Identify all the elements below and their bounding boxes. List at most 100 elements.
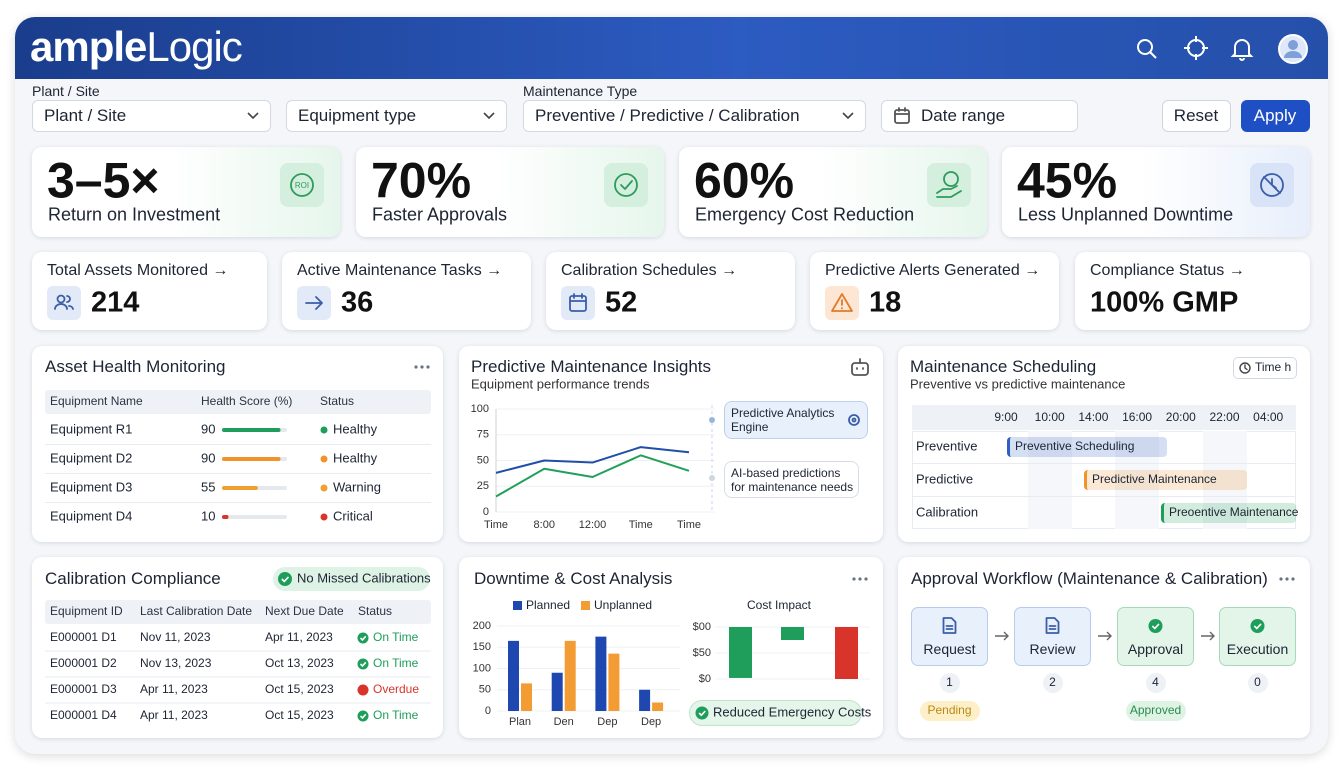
- equipment-name: Equipment R1: [50, 421, 133, 437]
- stat-icon-box: [825, 286, 859, 320]
- panel-subtitle: Equipment performance trends: [471, 376, 650, 392]
- table-cell: Oct 15, 2023: [265, 708, 334, 723]
- time-label: 9:00: [994, 410, 1018, 425]
- logo: ampleLogic: [30, 22, 243, 72]
- kpi-value: 60%: [694, 152, 795, 209]
- status-text: Healthy: [333, 421, 378, 437]
- apply-button[interactable]: [1241, 100, 1310, 132]
- table-header: [45, 600, 431, 624]
- kpi-value: 70%: [371, 152, 472, 209]
- stat-value: 18: [869, 286, 902, 319]
- panel: [459, 346, 883, 542]
- step-count: 0: [1254, 675, 1261, 690]
- table-cell: Nov 13, 2023: [140, 656, 212, 671]
- column-header: Equipment Name: [50, 394, 143, 409]
- panel-title: Downtime & Cost Analysis: [474, 569, 673, 589]
- reset-button[interactable]: [1162, 100, 1231, 132]
- table-cell: Oct 15, 2023: [265, 682, 334, 697]
- time-column: [1115, 431, 1160, 529]
- row-label: Predictive: [916, 471, 974, 487]
- step-count: 1: [946, 675, 953, 690]
- step-count: 2: [1049, 675, 1056, 690]
- step-label: Review: [1029, 640, 1076, 657]
- callout-text: AI-based predictions for maintenance nee…: [731, 466, 854, 494]
- workflow-step[interactable]: [911, 607, 988, 666]
- panel-title: Predictive Maintenance Insights: [471, 357, 712, 377]
- kpi-value: 3–5×: [47, 152, 160, 209]
- time-label: 16:00: [1122, 410, 1153, 425]
- stat-value: 36: [341, 286, 374, 319]
- stat-card[interactable]: [1075, 252, 1310, 330]
- stat-label: Active Maintenance Tasks →: [297, 261, 503, 279]
- dropdown-text: Plant / Site: [44, 106, 127, 126]
- row-divider: [912, 496, 1296, 497]
- kpi-label: Return on Investment: [48, 204, 221, 225]
- gantt-bar: [1084, 470, 1247, 490]
- table-cell: Apr 11, 2023: [140, 708, 208, 723]
- table-cell: Apr 11, 2023: [265, 630, 333, 645]
- compliance-badge: [273, 567, 430, 591]
- column-header: Next Due Date: [265, 604, 344, 619]
- table-cell: E000001 D2: [50, 656, 117, 671]
- dropdown[interactable]: [523, 100, 866, 132]
- health-score: 90: [201, 421, 216, 437]
- gantt-header: [912, 405, 1296, 430]
- count-circle: [939, 673, 960, 693]
- kpi-icon-box: [927, 163, 971, 207]
- logo-bold: ample: [30, 23, 147, 70]
- dropdown[interactable]: [286, 100, 507, 132]
- kpi-icon-box: [280, 163, 324, 207]
- workflow-step[interactable]: [1014, 607, 1091, 666]
- compliance-badge-text: No Missed Calibrations: [297, 570, 431, 586]
- column-header: Last Calibration Date: [140, 604, 253, 619]
- step-badge-text: Pending: [927, 703, 972, 718]
- column-header: Status: [358, 604, 393, 619]
- apply-label: Apply: [1253, 106, 1297, 126]
- dropdown[interactable]: [32, 100, 271, 132]
- stat-icon-box: [47, 286, 81, 320]
- column-header: Health Score (%): [201, 394, 293, 409]
- table-cell: Nov 11, 2023: [140, 630, 211, 645]
- callout-text: Predictive Analytics Engine: [731, 406, 835, 434]
- status-text: Overdue: [373, 682, 420, 697]
- time-label: 14:00: [1078, 410, 1109, 425]
- workflow-step[interactable]: [1117, 607, 1194, 666]
- time-label: 20:00: [1165, 410, 1196, 425]
- gantt-bar: [1161, 503, 1296, 523]
- status-text: On Time: [373, 656, 419, 671]
- equipment-name: Equipment D4: [50, 508, 133, 524]
- step-badge: [1125, 701, 1186, 721]
- stat-value: 214: [91, 286, 140, 319]
- dropdown[interactable]: [881, 100, 1078, 132]
- time-label: 22:00: [1209, 410, 1240, 425]
- status-text: On Time: [373, 630, 419, 645]
- stat-label: Predictive Alerts Generated →: [825, 261, 1041, 279]
- stat-value: 100% GMP: [1090, 286, 1239, 319]
- panel-title: Approval Workflow (Maintenance & Calibra…: [911, 569, 1268, 589]
- table-header: [45, 390, 431, 414]
- panel-title: Asset Health Monitoring: [45, 357, 226, 377]
- table-cell: Apr 11, 2023: [140, 682, 208, 697]
- table-cell: E000001 D1: [50, 630, 117, 645]
- step-badge-text: Approved: [1129, 703, 1182, 718]
- stat-icon-box: [561, 286, 595, 320]
- status-text: Healthy: [333, 450, 378, 466]
- workflow-step[interactable]: [1219, 607, 1296, 666]
- gantt-bar: [1007, 437, 1167, 457]
- callout: [724, 461, 859, 498]
- gantt-bar-label: Preventive Scheduling: [1015, 439, 1135, 454]
- logo-light: Logic: [146, 23, 242, 70]
- row-label: Preventive: [916, 438, 978, 454]
- table-cell: E000001 D3: [50, 682, 117, 697]
- equipment-name: Equipment D2: [50, 450, 133, 466]
- cost-badge: [689, 700, 862, 726]
- step-badge: [919, 701, 980, 721]
- equipment-name: Equipment D3: [50, 479, 133, 495]
- reset-label: Reset: [1173, 106, 1219, 126]
- panel-subtitle: Preventive vs predictive maintenance: [910, 376, 1126, 392]
- status-text: Critical: [333, 508, 373, 524]
- filter-label: Maintenance Type: [523, 82, 638, 99]
- count-circle: [1247, 673, 1268, 693]
- stat-icon-box: [297, 286, 331, 320]
